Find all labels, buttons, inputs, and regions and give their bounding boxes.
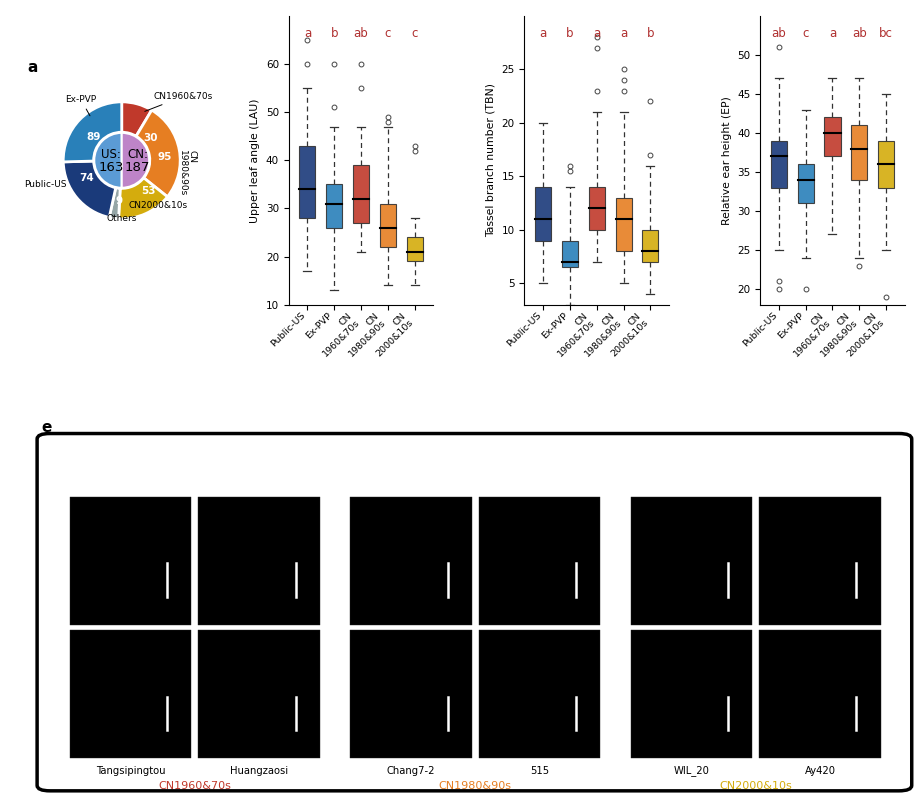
Y-axis label: Tassel branch number (TBN): Tassel branch number (TBN) [486, 84, 495, 238]
Bar [798, 164, 813, 203]
Wedge shape [63, 161, 116, 218]
Text: 9: 9 [115, 195, 122, 206]
Text: 74: 74 [80, 173, 94, 183]
Text: Huangzaosi: Huangzaosi [230, 766, 288, 775]
Bar [535, 187, 551, 241]
Text: a: a [829, 27, 836, 41]
Text: Ex-PVP: Ex-PVP [65, 95, 96, 116]
Text: ab: ab [771, 27, 786, 41]
Bar [353, 165, 369, 223]
Text: 515: 515 [530, 766, 549, 775]
Bar [760, 497, 881, 625]
Text: CN1960&70s: CN1960&70s [144, 92, 213, 112]
Text: CN1980&90s: CN1980&90s [439, 781, 512, 791]
Bar [589, 187, 605, 230]
Bar [631, 497, 752, 625]
Bar [350, 630, 472, 759]
Wedge shape [63, 102, 122, 162]
Text: Tangsipingtou: Tangsipingtou [96, 766, 165, 775]
Text: d: d [728, 0, 739, 2]
Bar [198, 497, 320, 625]
Text: Public-US: Public-US [24, 180, 66, 190]
Text: CN2000&10s: CN2000&10s [719, 781, 792, 791]
Text: 89: 89 [87, 132, 101, 142]
Bar [615, 198, 632, 251]
Bar [69, 497, 191, 625]
Text: 30: 30 [143, 132, 158, 143]
Y-axis label: Upper leaf angle (LAU): Upper leaf angle (LAU) [250, 98, 260, 222]
Text: a: a [593, 27, 600, 41]
Bar [407, 238, 422, 261]
Text: Chang7-2: Chang7-2 [387, 766, 435, 775]
Bar [479, 497, 600, 625]
Bar [643, 230, 658, 262]
Text: US:: US: [101, 148, 122, 161]
Bar [326, 184, 342, 228]
Wedge shape [94, 133, 122, 188]
Bar [851, 125, 867, 180]
Bar [479, 630, 600, 759]
Text: CN
1980&90s: CN 1980&90s [177, 150, 197, 196]
Bar [760, 630, 881, 759]
Wedge shape [119, 178, 167, 219]
Bar [380, 203, 396, 247]
Text: b: b [257, 0, 268, 2]
Bar [631, 630, 752, 759]
Wedge shape [122, 102, 152, 136]
Text: a: a [27, 60, 37, 75]
Text: CN1960&70s: CN1960&70s [158, 781, 231, 791]
Wedge shape [136, 110, 180, 197]
Text: ab: ab [354, 27, 368, 41]
Text: c: c [802, 27, 809, 41]
Text: a: a [539, 27, 547, 41]
Text: 53: 53 [141, 186, 155, 196]
Wedge shape [109, 188, 121, 218]
Text: CN:: CN: [127, 148, 148, 161]
Text: a: a [303, 27, 311, 41]
Text: Ay420: Ay420 [804, 766, 835, 775]
Text: WIL_20: WIL_20 [674, 766, 709, 776]
Text: CN2000&10s: CN2000&10s [128, 202, 187, 210]
Text: 163: 163 [99, 162, 124, 175]
Bar [824, 117, 841, 156]
Wedge shape [122, 133, 149, 188]
Text: ab: ab [852, 27, 866, 41]
Text: c: c [493, 0, 502, 2]
Text: bc: bc [879, 27, 893, 41]
Bar [350, 497, 472, 625]
Text: b: b [566, 27, 574, 41]
Text: 187: 187 [125, 162, 150, 175]
Text: b: b [646, 27, 654, 41]
Bar [878, 141, 894, 187]
FancyBboxPatch shape [37, 434, 912, 791]
Text: 95: 95 [158, 152, 172, 163]
Bar [300, 146, 315, 218]
Text: c: c [385, 27, 391, 41]
Text: Others: Others [107, 214, 137, 223]
Text: b: b [331, 27, 338, 41]
Bar [771, 141, 787, 187]
Text: a: a [620, 27, 627, 41]
Y-axis label: Relative ear height (EP): Relative ear height (EP) [721, 96, 731, 225]
Bar [198, 630, 320, 759]
Bar [69, 630, 191, 759]
Text: c: c [411, 27, 418, 41]
Text: e: e [41, 420, 52, 434]
Bar [562, 241, 578, 267]
